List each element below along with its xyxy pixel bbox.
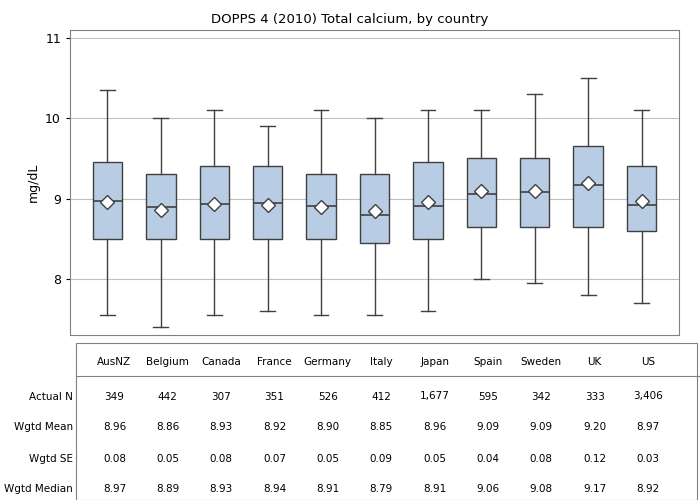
- Text: Japan: Japan: [420, 358, 449, 368]
- Text: 9.06: 9.06: [477, 484, 500, 494]
- Text: Wgtd Median: Wgtd Median: [4, 484, 73, 494]
- Text: 412: 412: [371, 392, 391, 402]
- PathPatch shape: [199, 166, 229, 238]
- Text: 1,677: 1,677: [419, 392, 449, 402]
- Text: 9.09: 9.09: [530, 422, 553, 432]
- Text: 526: 526: [318, 392, 338, 402]
- Text: Sweden: Sweden: [521, 358, 562, 368]
- Text: Wgtd SE: Wgtd SE: [29, 454, 73, 464]
- Text: 0.12: 0.12: [583, 454, 606, 464]
- Text: Germany: Germany: [304, 358, 352, 368]
- PathPatch shape: [413, 162, 442, 238]
- Text: AusNZ: AusNZ: [97, 358, 132, 368]
- Text: 0.09: 0.09: [370, 454, 393, 464]
- Text: 8.86: 8.86: [156, 422, 179, 432]
- Text: 9.17: 9.17: [583, 484, 606, 494]
- Text: 8.96: 8.96: [103, 422, 126, 432]
- Text: 8.96: 8.96: [423, 422, 446, 432]
- Text: 8.85: 8.85: [370, 422, 393, 432]
- Text: 8.79: 8.79: [370, 484, 393, 494]
- Text: 349: 349: [104, 392, 125, 402]
- Text: 9.09: 9.09: [477, 422, 500, 432]
- PathPatch shape: [307, 174, 336, 238]
- PathPatch shape: [92, 162, 122, 238]
- Text: 8.93: 8.93: [209, 484, 233, 494]
- Text: 9.20: 9.20: [583, 422, 606, 432]
- Text: 0.05: 0.05: [156, 454, 179, 464]
- Text: 9.08: 9.08: [530, 484, 553, 494]
- Text: 8.91: 8.91: [316, 484, 340, 494]
- Text: 0.08: 0.08: [209, 454, 232, 464]
- Text: 351: 351: [265, 392, 284, 402]
- PathPatch shape: [627, 166, 657, 230]
- Y-axis label: mg/dL: mg/dL: [27, 163, 39, 202]
- Text: 8.94: 8.94: [263, 484, 286, 494]
- PathPatch shape: [360, 174, 389, 242]
- Text: 0.04: 0.04: [477, 454, 499, 464]
- Text: 333: 333: [584, 392, 605, 402]
- Text: 0.05: 0.05: [423, 454, 446, 464]
- Bar: [76, 344, 696, 500]
- Text: 0.08: 0.08: [103, 454, 126, 464]
- Text: 342: 342: [531, 392, 551, 402]
- Text: 8.92: 8.92: [263, 422, 286, 432]
- PathPatch shape: [467, 158, 496, 226]
- PathPatch shape: [573, 146, 603, 226]
- Text: 595: 595: [478, 392, 498, 402]
- Text: 8.97: 8.97: [636, 422, 659, 432]
- Text: 8.93: 8.93: [209, 422, 233, 432]
- Text: Actual N: Actual N: [29, 392, 73, 402]
- Text: Wgtd Mean: Wgtd Mean: [14, 422, 73, 432]
- PathPatch shape: [146, 174, 176, 238]
- Text: 3,406: 3,406: [633, 392, 663, 402]
- Text: UK: UK: [587, 358, 602, 368]
- Text: 0.08: 0.08: [530, 454, 553, 464]
- Text: 0.07: 0.07: [263, 454, 286, 464]
- Text: 0.03: 0.03: [636, 454, 659, 464]
- Text: US: US: [641, 358, 655, 368]
- Text: Spain: Spain: [473, 358, 503, 368]
- Text: 307: 307: [211, 392, 231, 402]
- Text: 8.90: 8.90: [316, 422, 340, 432]
- Text: 8.89: 8.89: [156, 484, 179, 494]
- Text: DOPPS 4 (2010) Total calcium, by country: DOPPS 4 (2010) Total calcium, by country: [211, 12, 489, 26]
- PathPatch shape: [253, 166, 282, 238]
- Text: 8.92: 8.92: [636, 484, 659, 494]
- Text: France: France: [257, 358, 292, 368]
- Text: 442: 442: [158, 392, 178, 402]
- PathPatch shape: [520, 158, 550, 226]
- Text: Canada: Canada: [202, 358, 241, 368]
- Text: Belgium: Belgium: [146, 358, 189, 368]
- Text: 8.97: 8.97: [103, 484, 126, 494]
- Text: 0.05: 0.05: [316, 454, 340, 464]
- Text: 8.91: 8.91: [423, 484, 446, 494]
- Text: Italy: Italy: [370, 358, 393, 368]
